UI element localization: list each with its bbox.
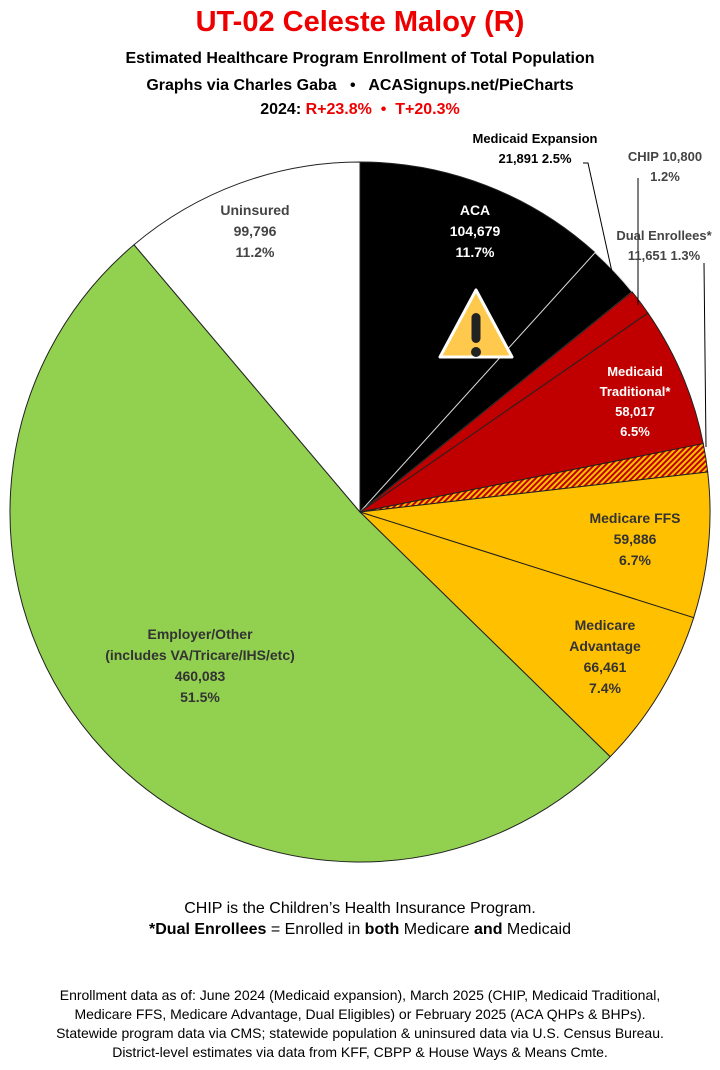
leader-dual bbox=[703, 262, 707, 448]
footer-line: Statewide program data via CMS; statewid… bbox=[56, 1025, 664, 1041]
pie-slice-uninsured bbox=[133, 161, 361, 514]
footer-sources: Enrollment data as of: June 2024 (Medica… bbox=[0, 986, 720, 1062]
label-aca: ACA 104,679 11.7% bbox=[449, 202, 501, 260]
leader-medicaid-expansion bbox=[583, 162, 613, 273]
warning-icon bbox=[438, 288, 514, 359]
pie-slice-medicare-advantage bbox=[359, 511, 695, 758]
pie-slice-medicare-ffs bbox=[359, 471, 711, 619]
year-label: 2024: bbox=[260, 101, 302, 118]
label-medicare-ffs: Medicare FFS 59,886 6.7% bbox=[589, 510, 681, 568]
label-employer-other: Employer/Other (includes VA/Tricare/IHS/e… bbox=[105, 626, 295, 705]
chart-title: UT-02 Celeste Maloy (R) bbox=[195, 6, 525, 38]
partisan-lean: R+23.8% • T+20.3% bbox=[305, 101, 460, 118]
label-medicaid-traditional: Medicaid Traditional* 58,017 6.5% bbox=[599, 364, 671, 439]
pie-slice-employer-other bbox=[9, 244, 611, 863]
label-uninsured: Uninsured 99,796 11.2% bbox=[220, 202, 290, 260]
notes: CHIP is the Children’s Health Insurance … bbox=[0, 898, 720, 940]
label-medicaid-expansion: Medicaid Expansion 21,891 2.5% bbox=[472, 131, 598, 166]
footer-line: District-level estimates via data from K… bbox=[112, 1044, 608, 1060]
label-chip: CHIP 10,800 1.2% bbox=[627, 149, 703, 184]
chart-subtitle: Estimated Healthcare Program Enrollment … bbox=[125, 50, 595, 67]
credit-line: Graphs via Charles Gaba • ACASignups.net… bbox=[146, 77, 574, 94]
dual-note: *Dual Enrollees = Enrolled in both Medic… bbox=[149, 921, 571, 938]
label-medicare-advantage: Medicare Advantage 66,461 7.4% bbox=[569, 617, 641, 696]
footer-line: Enrollment data as of: June 2024 (Medica… bbox=[59, 987, 661, 1003]
chip-note: CHIP is the Children’s Health Insurance … bbox=[184, 900, 536, 917]
footer-line: Medicare FFS, Medicare Advantage, Dual E… bbox=[74, 1006, 646, 1022]
partisan-line: 2024: R+23.8% • T+20.3% bbox=[0, 101, 720, 119]
pie-slice-medicaid-traditional bbox=[359, 312, 704, 513]
label-dual-enrollees: Dual Enrollees* 11,651 1.3% bbox=[616, 228, 712, 263]
